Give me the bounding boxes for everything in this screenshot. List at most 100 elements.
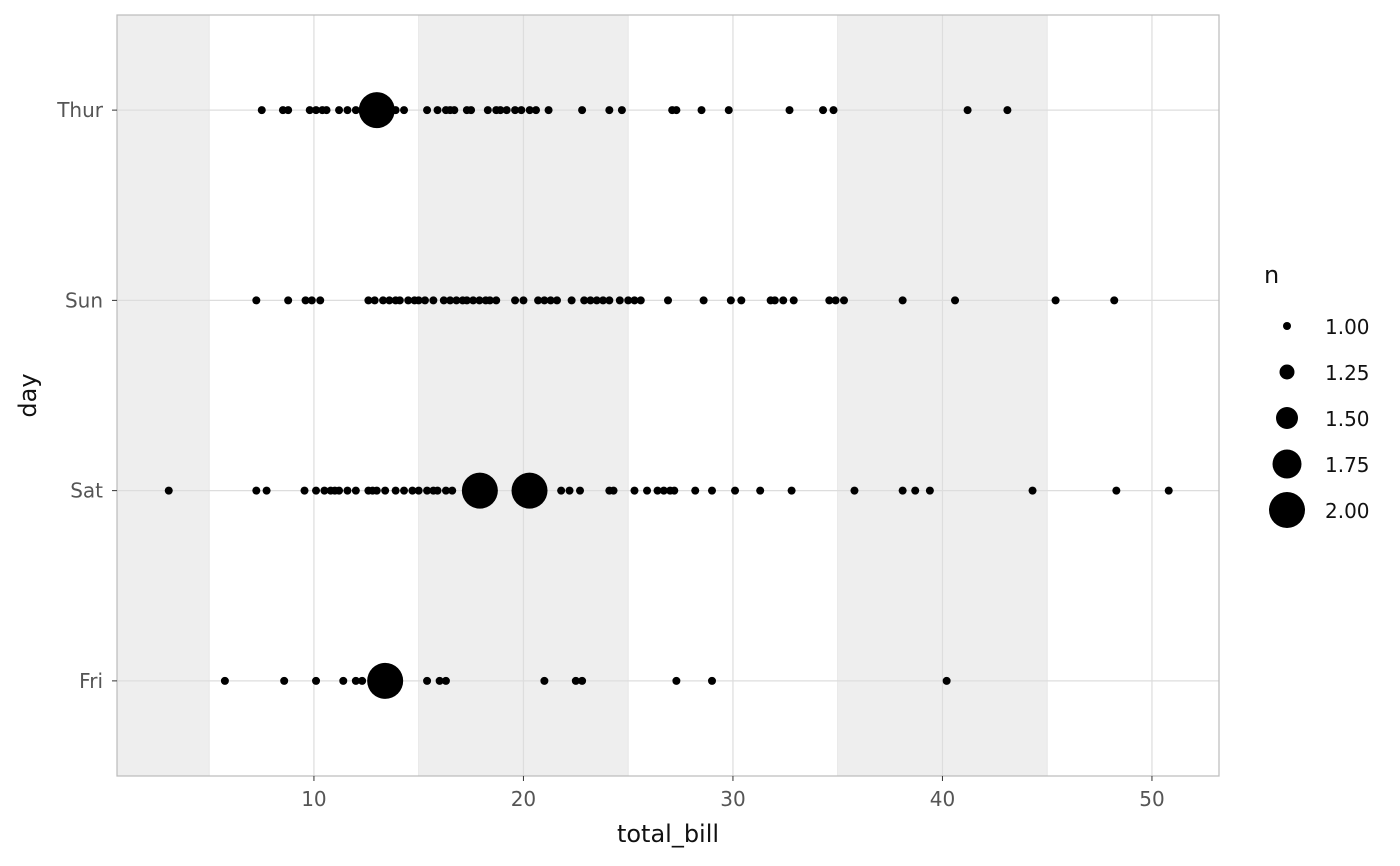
data-point bbox=[557, 486, 566, 495]
data-point bbox=[609, 486, 618, 495]
data-point bbox=[408, 486, 417, 495]
data-point bbox=[462, 296, 471, 305]
size-legend: n 1.00 1.25 1.50 1.75 2.00 bbox=[1264, 261, 1370, 528]
data-point bbox=[469, 296, 478, 305]
data-point bbox=[316, 296, 325, 305]
data-point bbox=[379, 296, 388, 305]
data-point bbox=[756, 486, 765, 495]
data-point bbox=[1003, 106, 1012, 115]
data-point bbox=[617, 106, 626, 115]
data-point bbox=[511, 472, 548, 509]
data-point bbox=[452, 296, 461, 305]
data-point bbox=[433, 486, 442, 495]
data-point bbox=[381, 486, 390, 495]
data-point bbox=[787, 486, 796, 495]
data-point bbox=[441, 676, 450, 685]
data-point bbox=[448, 486, 457, 495]
data-point bbox=[731, 486, 740, 495]
data-point bbox=[599, 296, 608, 305]
data-point bbox=[963, 106, 972, 115]
data-point bbox=[312, 676, 321, 685]
data-point bbox=[571, 676, 580, 685]
legend-key-label: 1.25 bbox=[1325, 361, 1370, 385]
y-tick-label: Sat bbox=[70, 479, 103, 503]
data-point bbox=[367, 662, 404, 699]
data-point bbox=[770, 296, 779, 305]
data-point bbox=[898, 486, 907, 495]
data-point bbox=[475, 296, 484, 305]
data-point bbox=[532, 106, 541, 115]
data-point bbox=[630, 486, 639, 495]
data-point bbox=[951, 296, 960, 305]
data-point bbox=[423, 106, 432, 115]
data-point bbox=[164, 486, 173, 495]
data-point bbox=[1028, 486, 1037, 495]
legend-key-circle bbox=[1272, 449, 1302, 479]
data-point bbox=[1112, 486, 1121, 495]
data-point bbox=[391, 106, 400, 115]
data-point bbox=[636, 296, 645, 305]
data-point bbox=[307, 296, 316, 305]
y-tick-label: Fri bbox=[79, 669, 103, 693]
legend-key-circle bbox=[1269, 492, 1305, 528]
data-point bbox=[839, 296, 848, 305]
data-point bbox=[439, 296, 448, 305]
legend-title: n bbox=[1264, 261, 1279, 289]
data-point bbox=[789, 296, 798, 305]
data-point bbox=[385, 296, 394, 305]
data-point bbox=[519, 296, 528, 305]
data-point bbox=[605, 106, 614, 115]
data-point bbox=[592, 296, 601, 305]
data-point bbox=[262, 486, 271, 495]
data-point bbox=[351, 486, 360, 495]
data-point bbox=[540, 676, 549, 685]
data-point bbox=[300, 486, 309, 495]
legend-key-circle bbox=[1283, 322, 1291, 330]
data-point bbox=[335, 486, 344, 495]
x-tick-label: 50 bbox=[1139, 787, 1164, 811]
data-point bbox=[546, 296, 555, 305]
data-point bbox=[785, 106, 794, 115]
data-point bbox=[707, 486, 716, 495]
data-point bbox=[624, 296, 633, 305]
data-point bbox=[576, 486, 585, 495]
data-point bbox=[343, 106, 352, 115]
background-band bbox=[117, 15, 210, 776]
data-point bbox=[829, 106, 838, 115]
data-point bbox=[699, 296, 708, 305]
data-point bbox=[423, 676, 432, 685]
data-point bbox=[301, 296, 310, 305]
data-point bbox=[540, 296, 549, 305]
data-point bbox=[483, 486, 492, 495]
data-points bbox=[164, 92, 1173, 699]
data-point bbox=[552, 296, 561, 305]
data-point bbox=[643, 486, 652, 495]
data-point bbox=[517, 106, 526, 115]
data-point bbox=[502, 106, 511, 115]
data-point bbox=[372, 486, 381, 495]
data-point bbox=[511, 106, 520, 115]
data-point bbox=[911, 486, 920, 495]
x-tick-label: 10 bbox=[301, 787, 326, 811]
data-point bbox=[1051, 296, 1060, 305]
legend-key-label: 2.00 bbox=[1325, 499, 1370, 523]
data-point bbox=[737, 296, 746, 305]
data-point bbox=[414, 296, 423, 305]
x-tick-label: 30 bbox=[720, 787, 745, 811]
data-point bbox=[605, 296, 614, 305]
x-axis-title: total_bill bbox=[617, 820, 719, 848]
data-point bbox=[580, 296, 589, 305]
data-point bbox=[339, 676, 348, 685]
data-point bbox=[511, 296, 520, 305]
data-point bbox=[351, 106, 360, 115]
data-point bbox=[395, 296, 404, 305]
data-point bbox=[567, 296, 576, 305]
data-point bbox=[351, 676, 360, 685]
data-point bbox=[697, 106, 706, 115]
data-point bbox=[257, 106, 266, 115]
data-point bbox=[423, 486, 432, 495]
y-tick-label: Thur bbox=[56, 98, 104, 122]
legend-key-label: 1.00 bbox=[1325, 315, 1370, 339]
data-point bbox=[779, 296, 788, 305]
